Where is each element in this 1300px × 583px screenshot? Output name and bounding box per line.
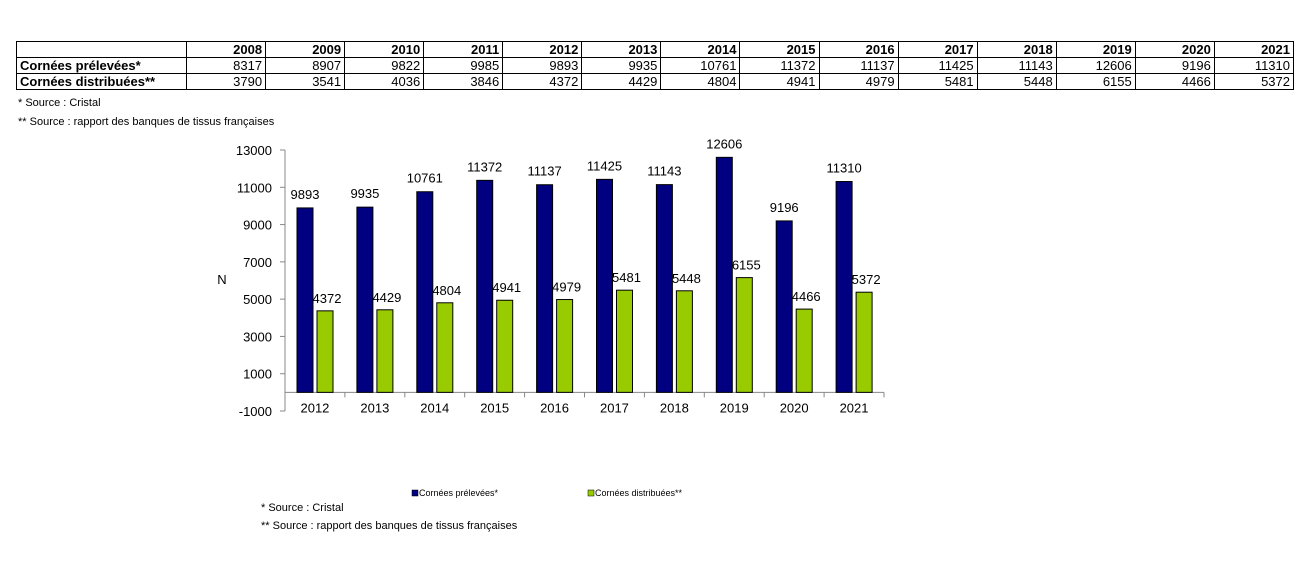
table-cell: 4979 xyxy=(818,73,899,90)
table-cell: 4036 xyxy=(344,73,425,90)
bar-cornees-distribuees xyxy=(496,299,514,393)
bar-cornees-distribuees xyxy=(855,291,873,393)
bar-cornees-prelevees xyxy=(476,179,494,393)
data-label: 4429 xyxy=(372,290,401,305)
bar-cornees-prelevees xyxy=(835,181,853,393)
bar-cornees-prelevees xyxy=(715,156,733,393)
bar-cornees-prelevees xyxy=(536,184,554,393)
data-label: 4466 xyxy=(792,289,821,304)
year-header: 2012 xyxy=(502,41,583,58)
y-tick-label: 9000 xyxy=(243,218,272,233)
table-row: Cornées distribuées** 3790 3541 4036 3846 437… xyxy=(16,73,1295,90)
y-tick-label: 5000 xyxy=(243,292,272,307)
table-cell: 9935 xyxy=(581,57,662,74)
y-tick-label: 13000 xyxy=(236,143,272,158)
x-tick-label: 2014 xyxy=(420,400,449,415)
bar-cornees-prelevees xyxy=(296,207,314,393)
y-tick-label: 1000 xyxy=(243,367,272,382)
chart-source-note-1: * Source : Cristal xyxy=(261,502,344,514)
table-cell: 4804 xyxy=(660,73,741,90)
y-tick-label: -1000 xyxy=(239,404,272,419)
x-tick-label: 2013 xyxy=(360,400,389,415)
bar-cornees-prelevees xyxy=(356,206,374,393)
x-tick-label: 2015 xyxy=(480,400,509,415)
y-tick-label: 7000 xyxy=(243,255,272,270)
data-label: 11425 xyxy=(587,158,622,173)
bar-cornees-distribuees xyxy=(436,302,454,393)
data-label: 4372 xyxy=(313,291,342,306)
bar-cornees-distribuees xyxy=(376,309,394,393)
year-header: 2019 xyxy=(1055,41,1136,58)
chart-source-note-2: ** Source : rapport des banques de tissu… xyxy=(261,520,518,532)
table-cell: 10761 xyxy=(660,57,741,74)
table-cell: 4941 xyxy=(739,73,820,90)
x-tick-label: 2018 xyxy=(660,400,689,415)
data-label: 4804 xyxy=(432,283,461,298)
x-tick-label: 2012 xyxy=(300,400,329,415)
data-label: 6155 xyxy=(732,258,761,273)
table-cell: 4372 xyxy=(502,73,583,90)
data-label: 4941 xyxy=(492,280,521,295)
bar-cornees-prelevees xyxy=(416,191,434,393)
table-cell: 12606 xyxy=(1055,57,1136,74)
bar-cornees-distribuees xyxy=(316,310,334,393)
source-note-2: ** Source : rapport des banques de tissu… xyxy=(18,116,275,128)
legend-swatch-distribuees xyxy=(587,489,595,497)
table-cell: 9893 xyxy=(502,57,583,74)
data-label: 11143 xyxy=(647,164,681,179)
table-cell: 3541 xyxy=(265,73,346,90)
data-label: 11310 xyxy=(827,161,862,176)
data-label: 5372 xyxy=(852,272,881,287)
data-label: 5481 xyxy=(612,270,641,285)
legend-swatch-prelevees xyxy=(411,489,419,497)
table-header-row: 2008 2009 2010 2011 2012 2013 2014 2015 2016 2017… xyxy=(16,41,1295,58)
year-header: 2014 xyxy=(660,41,741,58)
data-label: 11372 xyxy=(467,159,502,174)
data-label: 4979 xyxy=(552,280,581,295)
legend-label-prelevees: Cornées prélevées* xyxy=(419,488,499,498)
bar-cornees-prelevees xyxy=(655,184,673,393)
row-label: Cornées distribuées** xyxy=(16,73,187,90)
table-cell: 6155 xyxy=(1055,73,1136,90)
x-tick-label: 2016 xyxy=(540,400,569,415)
x-tick-label: 2017 xyxy=(600,400,629,415)
y-tick-label: 11000 xyxy=(237,180,272,195)
x-tick-label: 2021 xyxy=(840,400,869,415)
data-label: 9893 xyxy=(291,187,320,202)
data-label: 10761 xyxy=(407,171,443,186)
bar-cornees-distribuees xyxy=(616,289,633,393)
source-note-1: * Source : Cristal xyxy=(18,97,101,109)
table-cell: 3846 xyxy=(423,73,504,90)
table-row: Cornées prélevées* 8317 8907 9822 9985 9893 99… xyxy=(16,57,1295,74)
legend-label-distribuees: Cornées distribuées** xyxy=(595,488,683,498)
bar-cornees-distribuees xyxy=(735,277,753,393)
data-label: 11137 xyxy=(527,164,561,179)
data-label: 5448 xyxy=(672,271,701,286)
y-tick-label: 3000 xyxy=(243,329,272,344)
data-label: 12606 xyxy=(706,136,742,151)
data-label: 9196 xyxy=(770,200,799,215)
table-cell: 5372 xyxy=(1213,73,1295,90)
row-label: Cornées prélevées* xyxy=(16,57,187,74)
bar-cornees-prelevees xyxy=(775,220,793,393)
data-label: 9935 xyxy=(350,186,379,201)
x-tick-label: 2019 xyxy=(720,400,749,415)
table-cell: 4429 xyxy=(581,73,662,90)
bar-cornees-distribuees xyxy=(675,290,693,393)
table-cell: 11143 xyxy=(976,57,1057,74)
bar-cornees-distribuees xyxy=(795,308,813,393)
bar-cornees-distribuees xyxy=(556,299,574,393)
table-cell: 8907 xyxy=(265,57,346,74)
x-tick-label: 2020 xyxy=(780,400,809,415)
data-table: 2008 2009 2010 2011 2012 2013 2014 2015 2016 2017… xyxy=(16,41,1295,90)
y-axis-label: N xyxy=(217,272,226,287)
year-header: 2021 xyxy=(1213,41,1295,58)
bar-cornees-prelevees xyxy=(596,178,613,393)
